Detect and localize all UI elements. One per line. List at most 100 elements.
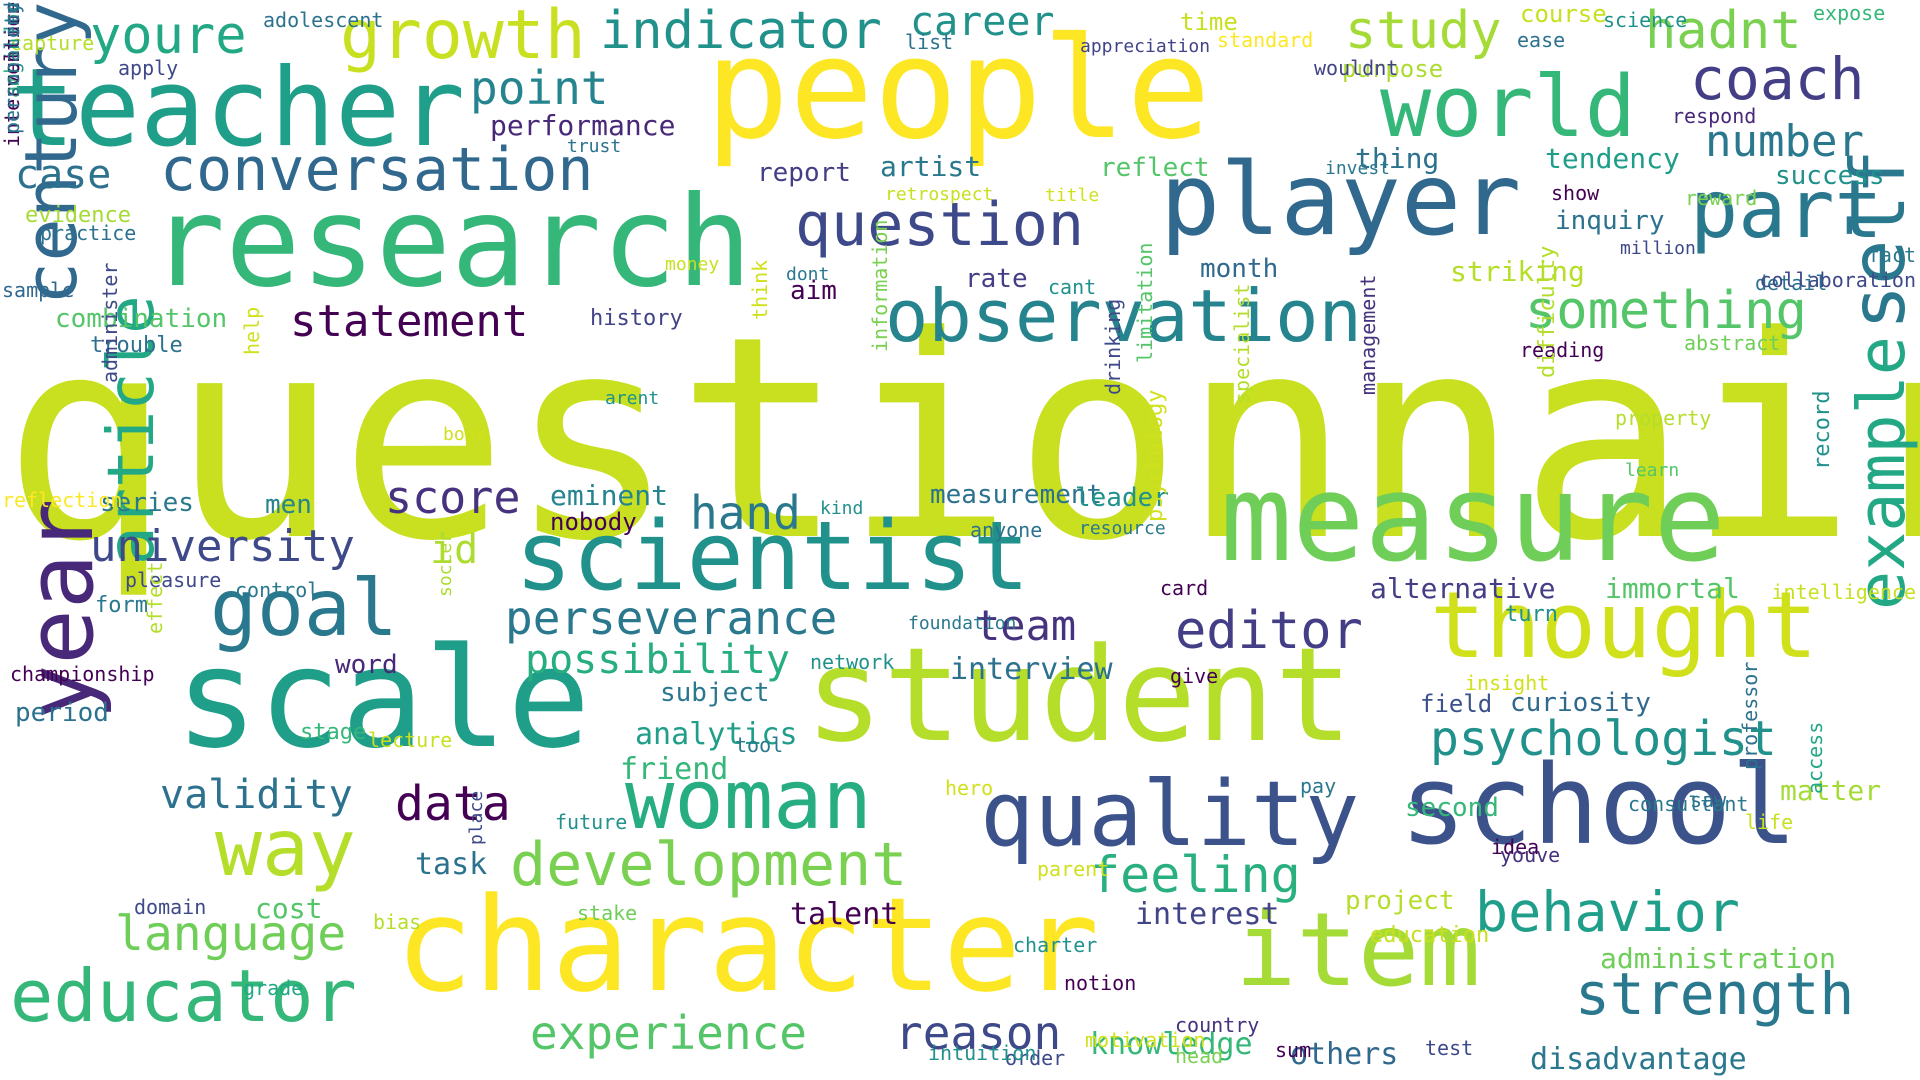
word-country: country [1175, 1013, 1260, 1037]
word-validity: validity [160, 772, 353, 818]
word-question: question [795, 190, 1084, 260]
word-task: task [415, 847, 488, 882]
word-measure: measure [1220, 450, 1726, 589]
word-reading: reading [1520, 338, 1605, 362]
word-drinking: drinking [1101, 298, 1125, 395]
word-management: management [1356, 274, 1380, 395]
word-evidence: evidence [25, 203, 131, 228]
word-professor: professor [1738, 661, 1762, 770]
word-arent: arent [605, 388, 660, 409]
word-show: show [1551, 181, 1600, 205]
word-anyone: anyone [970, 518, 1043, 542]
word-inquiry: inquiry [1555, 206, 1665, 236]
word-card: card [1160, 576, 1209, 600]
word-university: university [90, 521, 355, 572]
word-learn: learn [1625, 460, 1680, 481]
word-difficulty: difficulty [1535, 245, 1560, 378]
word-behavior: behavior [1475, 880, 1740, 944]
word-psychologist: psychologist [1430, 711, 1777, 767]
word-fact: fact [1867, 243, 1916, 267]
word-success: success [1775, 161, 1885, 191]
word-analytics: analytics [635, 717, 798, 752]
word-item: item [1235, 891, 1481, 1010]
word-information: information [868, 219, 892, 352]
word-domain: domain [134, 895, 207, 919]
word-resource: resource [1079, 518, 1166, 539]
word-place: place [466, 790, 487, 845]
word-matter: matter [1780, 774, 1882, 807]
word-statement: statement [290, 296, 529, 347]
word-indicator: indicator [600, 1, 882, 61]
word-men: men [265, 490, 312, 520]
word-knowledge: knowledge [1090, 1027, 1253, 1062]
word-tool: tool [735, 733, 784, 757]
word-limitation: limitation [1133, 242, 1157, 363]
word-pay: pay [1300, 774, 1337, 798]
word-player: player [1160, 141, 1522, 258]
word-psychology: psychology [1143, 389, 1168, 522]
word-charter: charter [1013, 933, 1098, 957]
word-motivation: motivation [1085, 1028, 1206, 1052]
word-goal: goal [210, 564, 398, 654]
word-end: end [0, 2, 24, 39]
word-specialist: specialist [1230, 283, 1254, 404]
word-course: course [1520, 0, 1607, 28]
word-cant: cant [1048, 275, 1097, 299]
word-standard: standard [1217, 28, 1314, 52]
word-lecture: lecture [368, 728, 453, 752]
word-point: point [470, 61, 609, 115]
word-retrospect: retrospect [885, 184, 994, 205]
word-combination: combination [55, 304, 228, 334]
word-part: part [1690, 163, 1883, 256]
word-something: something [1525, 281, 1807, 341]
word-property: property [1615, 406, 1712, 430]
word-performance: performance [490, 109, 676, 142]
word-interview: interview [950, 652, 1113, 687]
word-youre: youre [90, 6, 247, 66]
word-science: science [1603, 8, 1688, 32]
word-effect: effect [143, 561, 167, 634]
word-second: second [1405, 793, 1499, 823]
word-book: book [443, 424, 487, 445]
word-test: test [1425, 1036, 1474, 1060]
word-stake: stake [577, 901, 638, 925]
word-aim: aim [790, 276, 837, 306]
word-quality: quality [980, 762, 1360, 867]
word-education: education [1370, 923, 1490, 948]
word-dont: dont [786, 264, 830, 285]
word-language: language [115, 906, 347, 962]
word-thing: thing [1355, 142, 1440, 175]
word-student: student [805, 619, 1353, 771]
word-think: think [748, 259, 772, 320]
word-championship: championship [10, 662, 155, 686]
word-respond: respond [1672, 104, 1757, 128]
word-title: title [1045, 185, 1100, 206]
word-period: period [15, 698, 109, 728]
word-time: time [1180, 8, 1238, 36]
word-strength: strength [1575, 960, 1855, 1028]
word-perseverance: perseverance [505, 591, 838, 645]
word-turn: turn [1505, 602, 1558, 627]
word-feeling: feeling [1090, 846, 1301, 904]
word-administration: administration [1600, 942, 1837, 975]
word-trust: trust [567, 136, 622, 157]
word-detail: detail [1755, 271, 1828, 295]
word-thought: thought [1430, 572, 1818, 679]
word-month: month [1200, 254, 1279, 284]
word-study: study [1345, 1, 1502, 61]
word-disadvantage: disadvantage [1530, 1042, 1747, 1077]
word-teacher: teacher [10, 46, 466, 171]
word-curiosity: curiosity [1510, 688, 1651, 718]
word-form: form [95, 593, 148, 618]
word-case: case [15, 152, 112, 198]
word-editor: editor [1175, 601, 1363, 661]
word-stage: stage [300, 720, 367, 745]
word-ease: ease [1517, 28, 1566, 52]
word-bias: bias [373, 910, 422, 934]
word-reflect: reflect [1100, 153, 1210, 183]
word-character: character [395, 869, 1100, 1021]
word-consultant: consultant [1628, 792, 1749, 816]
word-future: future [555, 810, 628, 834]
word-trouble: trouble [90, 333, 183, 358]
